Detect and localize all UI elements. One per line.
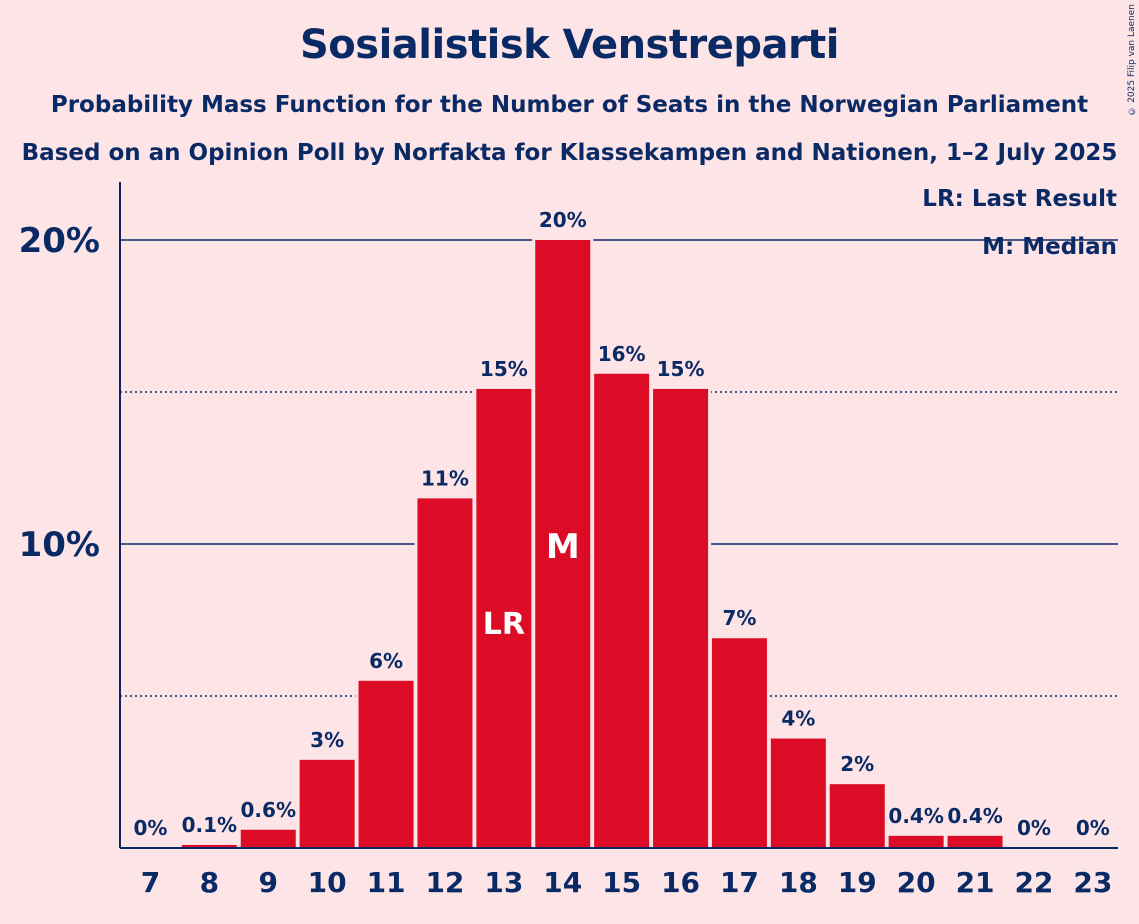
x-tick-label-14: 14 xyxy=(543,866,582,899)
value-label-19: 2% xyxy=(840,752,874,776)
value-label-15: 16% xyxy=(598,342,646,366)
bar-18 xyxy=(770,738,826,848)
bar-12 xyxy=(417,498,473,848)
x-tick-label-16: 16 xyxy=(661,866,700,899)
value-label-18: 4% xyxy=(781,707,815,731)
median-marker: M xyxy=(546,527,580,567)
y-tick-label: 20% xyxy=(19,221,100,261)
value-label-9: 0.6% xyxy=(241,798,296,822)
bar-16 xyxy=(653,388,709,848)
x-tick-label-7: 7 xyxy=(141,866,160,899)
value-label-16: 15% xyxy=(657,357,705,381)
value-label-13: 15% xyxy=(480,357,528,381)
last-result-marker: LR xyxy=(483,607,525,642)
x-tick-label-15: 15 xyxy=(602,866,641,899)
value-label-14: 20% xyxy=(539,208,587,232)
value-label-7: 0% xyxy=(133,816,167,840)
x-tick-label-23: 23 xyxy=(1073,866,1112,899)
legend-median: M: Median xyxy=(982,234,1117,260)
chart-title: Sosialistisk Venstreparti xyxy=(299,22,840,68)
x-tick-label-17: 17 xyxy=(720,866,759,899)
bar-14 xyxy=(535,240,591,848)
value-label-12: 11% xyxy=(421,466,469,490)
value-label-17: 7% xyxy=(722,606,756,630)
x-tick-label-20: 20 xyxy=(897,866,936,899)
chart-subtitle-1: Probability Mass Function for the Number… xyxy=(50,92,1089,118)
value-label-8: 0.1% xyxy=(182,813,237,837)
chart-subtitle-2: Based on an Opinion Poll by Norfakta for… xyxy=(21,140,1118,166)
value-label-10: 3% xyxy=(310,728,344,752)
x-tick-label-11: 11 xyxy=(367,866,406,899)
x-tick-label-13: 13 xyxy=(484,866,523,899)
x-tick-label-9: 9 xyxy=(259,866,278,899)
x-tick-label-22: 22 xyxy=(1014,866,1053,899)
bar-21 xyxy=(947,835,1003,848)
bar-15 xyxy=(594,373,650,848)
value-label-22: 0% xyxy=(1017,816,1051,840)
x-tick-label-8: 8 xyxy=(200,866,219,899)
x-tick-label-19: 19 xyxy=(838,866,877,899)
bar-11 xyxy=(358,680,414,848)
bar-19 xyxy=(829,784,885,848)
x-tick-label-21: 21 xyxy=(956,866,995,899)
bar-9 xyxy=(240,829,296,848)
bar-20 xyxy=(888,835,944,848)
x-tick-label-10: 10 xyxy=(308,866,347,899)
value-label-11: 6% xyxy=(369,649,403,673)
x-tick-label-12: 12 xyxy=(425,866,464,899)
bar-10 xyxy=(299,759,355,848)
bar-13 xyxy=(476,388,532,848)
legend-last-result: LR: Last Result xyxy=(922,186,1117,212)
bar-8 xyxy=(181,844,237,848)
bar-17 xyxy=(711,638,767,848)
y-tick-label: 10% xyxy=(19,525,100,565)
value-label-20: 0.4% xyxy=(888,804,943,828)
value-label-21: 0.4% xyxy=(947,804,1002,828)
x-tick-label-18: 18 xyxy=(779,866,818,899)
value-label-23: 0% xyxy=(1076,816,1110,840)
